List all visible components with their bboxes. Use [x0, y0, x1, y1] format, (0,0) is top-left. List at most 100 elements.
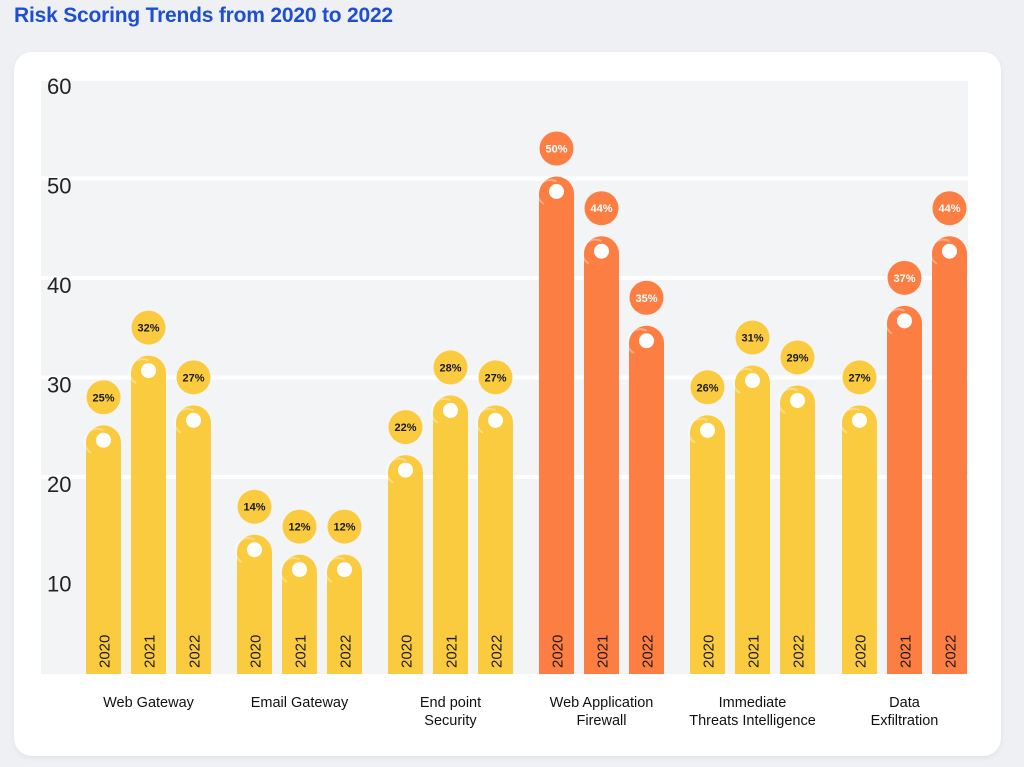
bar-highlight: [687, 417, 708, 444]
data-label: 14%: [243, 502, 265, 514]
value-bubble: [690, 370, 725, 405]
value-bubble: [932, 191, 967, 226]
bar-dot: [639, 333, 654, 349]
bar-dot: [96, 432, 111, 448]
bar-dot: [247, 542, 262, 558]
bar-highlight: [536, 178, 557, 205]
risk-scoring-bar-chart: 10 20 30 40 50 60 25% 2020 32% 2021 27% 2022 14% 202…: [41, 74, 968, 729]
bar-highlight: [839, 407, 860, 434]
bar: [539, 176, 574, 674]
bar-dot: [790, 392, 805, 408]
category-label: Threats Intelligence: [689, 713, 816, 729]
year-label: 2020: [853, 635, 870, 668]
data-label: 37%: [893, 273, 915, 285]
grid-band: [41, 81, 968, 177]
year-label: 2021: [898, 635, 915, 668]
bar: [887, 305, 922, 674]
chart-card: 10 20 30 40 50 60 25% 2020 32% 2021 27% 2022 14% 202…: [14, 52, 1001, 756]
bar-dot: [398, 462, 413, 478]
data-label: 27%: [484, 372, 506, 384]
data-label: 27%: [848, 372, 870, 384]
value-bubble: [388, 410, 423, 445]
year-label: 2022: [489, 635, 506, 668]
bar-highlight: [884, 308, 905, 335]
y-tick-label: 50: [47, 174, 71, 199]
year-label: 2020: [550, 635, 567, 668]
value-bubble: [86, 380, 121, 415]
value-bubble: [629, 280, 664, 315]
value-bubble: [478, 360, 513, 395]
year-label: 2022: [187, 635, 204, 668]
year-label: 2021: [444, 635, 461, 668]
bar: [433, 395, 468, 674]
category-label: Exfiltration: [871, 713, 939, 729]
bar-dot: [942, 243, 957, 259]
data-label: 12%: [333, 522, 355, 534]
bar-highlight: [929, 238, 950, 265]
value-bubble: [131, 310, 166, 345]
bar-dot: [852, 412, 867, 428]
y-tick-label: 60: [47, 74, 71, 99]
value-bubble: [282, 509, 317, 544]
y-tick-label: 30: [47, 373, 71, 398]
bar: [735, 365, 770, 674]
bar: [629, 325, 664, 674]
value-bubble: [735, 320, 770, 355]
bar-group: 22% 2020 28% 2021 27% 2022: [385, 350, 513, 674]
data-label: 44%: [938, 203, 960, 215]
bar: [176, 405, 211, 674]
bar-highlight: [173, 407, 194, 434]
bar-dot: [443, 402, 458, 418]
value-bubble: [327, 509, 362, 544]
bar-dot: [594, 243, 609, 259]
year-label: 2021: [746, 635, 763, 668]
bar-highlight: [732, 367, 753, 394]
year-label: 2021: [595, 635, 612, 668]
bar-series: 25% 2020 32% 2021 27% 2022 14% 2020 12% 2021 12% 20…: [83, 131, 967, 674]
value-bubble: [539, 131, 574, 166]
bar-highlight: [128, 358, 149, 384]
bar-highlight: [581, 238, 602, 265]
bar-dot: [141, 363, 156, 379]
bar-dot: [745, 373, 760, 389]
bar-dot: [186, 412, 201, 428]
bar-highlight: [234, 537, 255, 564]
value-bubble: [842, 360, 877, 395]
bar-dot: [488, 412, 503, 428]
bar: [327, 554, 362, 674]
bar: [842, 405, 877, 674]
bar-highlight: [626, 328, 647, 355]
year-label: 2020: [248, 635, 265, 668]
bar-group: 50% 2020 44% 2021 35% 2022: [536, 131, 664, 674]
bar: [237, 534, 272, 674]
page-title: Risk Scoring Trends from 2020 to 2022: [14, 4, 393, 27]
bar-dot: [337, 562, 352, 578]
year-label: 2022: [338, 635, 355, 668]
year-label: 2022: [640, 635, 657, 668]
value-bubble: [584, 191, 619, 226]
y-tick-label: 10: [47, 572, 71, 597]
category-label: Firewall: [577, 713, 627, 729]
value-bubble: [237, 489, 272, 524]
category-label: End point: [420, 695, 481, 711]
bar: [690, 415, 725, 674]
grid-band: [41, 180, 968, 276]
bar-group: 14% 2020 12% 2021 12% 2022: [234, 489, 362, 674]
bar: [131, 355, 166, 674]
year-label: 2020: [701, 635, 718, 668]
category-label: Immediate: [719, 695, 787, 711]
bar: [282, 554, 317, 674]
bar: [932, 236, 967, 674]
data-label: 32%: [137, 323, 159, 335]
data-label: 12%: [288, 522, 310, 534]
data-label: 44%: [590, 203, 612, 215]
bar-highlight: [777, 387, 798, 414]
category-label: Security: [424, 713, 477, 729]
y-tick-label: 40: [47, 273, 71, 298]
bar-dot: [897, 313, 912, 329]
year-label: 2021: [142, 635, 159, 668]
bar-highlight: [83, 427, 104, 454]
category-label: Web Gateway: [103, 695, 195, 711]
bar-dot: [700, 422, 715, 438]
bar: [388, 455, 423, 674]
